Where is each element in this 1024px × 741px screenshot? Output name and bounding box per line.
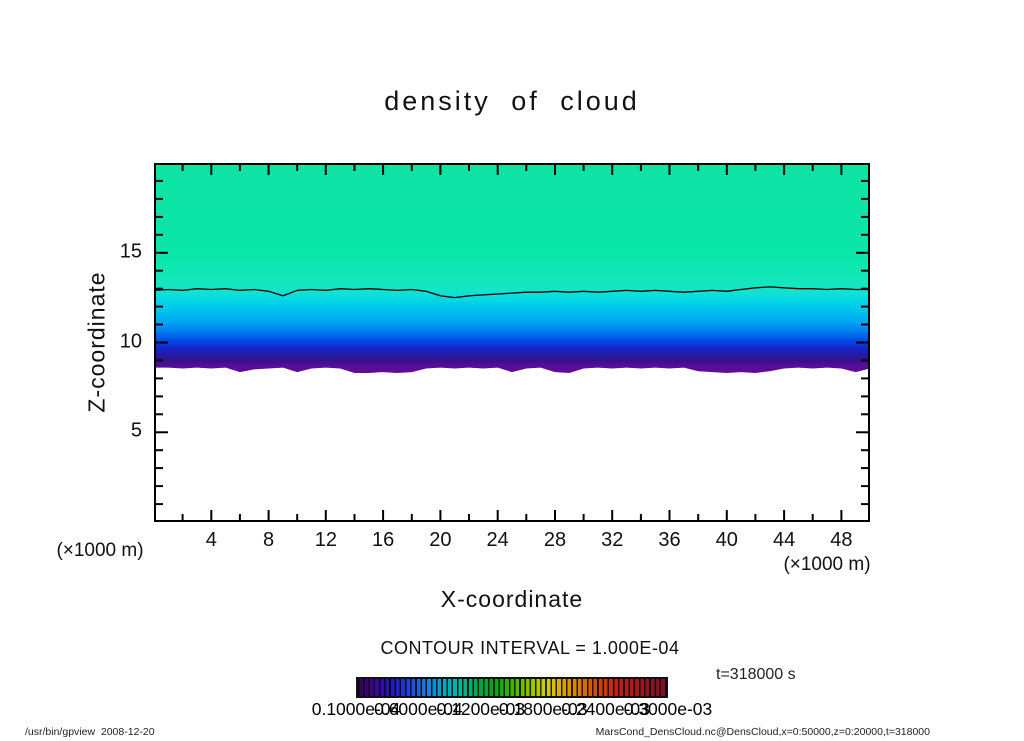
colorbar-tick-label: 0.6000e-04 (374, 699, 463, 719)
x-tick-label: 8 (262, 529, 275, 551)
x-tick-label: 28 (543, 529, 567, 551)
footer-dataset-info: MarsCond_DensCloud.nc@DensCloud,x=0:5000… (595, 726, 930, 738)
colorbar-tick-label: 0.1800e-03 (498, 699, 588, 719)
axis-ticks (156, 165, 868, 520)
x-tick-label: 12 (314, 529, 337, 551)
y-tick-label: 15 (119, 240, 142, 263)
x-tick-label: 24 (486, 529, 509, 551)
x-tick-label: 36 (658, 529, 681, 551)
y-tick-label: 10 (119, 329, 142, 352)
colorbar-tick-label: 0.2400e-03 (561, 699, 650, 719)
x-tick-label: 32 (601, 529, 624, 551)
plot-canvas (154, 163, 870, 522)
x-tick-label: 4 (205, 529, 217, 551)
x-tick-label: 48 (830, 529, 853, 551)
contour-interval-text: CONTOUR INTERVAL = 1.000E-04 (380, 638, 680, 658)
plot-frame (154, 163, 870, 522)
x-tick-label: 44 (772, 529, 796, 551)
tone-fill (154, 163, 870, 373)
colorbar-tick-label: 0.1200e-03 (436, 699, 526, 719)
x-tick-label: 16 (371, 529, 395, 551)
x-units-right: (×1000 m) (783, 554, 871, 575)
x-axis-label: X-coordinate (440, 586, 584, 612)
x-units-left: (×1000 m) (56, 540, 144, 561)
colorbar (356, 677, 668, 698)
contour-line (154, 286, 870, 299)
page-title: density of cloud (384, 86, 640, 116)
colorbar-tick-label: 0.3000e-03 (623, 699, 713, 719)
colorbar-tick-label: 0.1000e-04 (311, 699, 401, 719)
footer-command-line: /usr/bin/gpview 2008-12-20 (25, 726, 155, 738)
y-tick-label: 5 (130, 419, 142, 442)
time-label: t=318000 s (716, 666, 796, 683)
x-tick-label: 40 (715, 529, 738, 551)
x-tick-label: 20 (429, 529, 452, 551)
